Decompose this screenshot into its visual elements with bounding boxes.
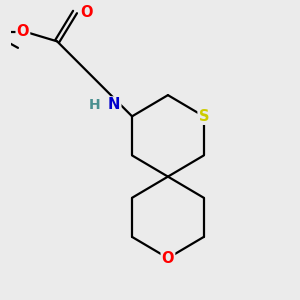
Text: H: H	[89, 98, 100, 112]
Text: S: S	[199, 109, 209, 124]
Text: O: O	[162, 250, 174, 266]
Text: N: N	[108, 98, 120, 112]
Text: O: O	[80, 4, 92, 20]
Text: O: O	[16, 24, 29, 39]
